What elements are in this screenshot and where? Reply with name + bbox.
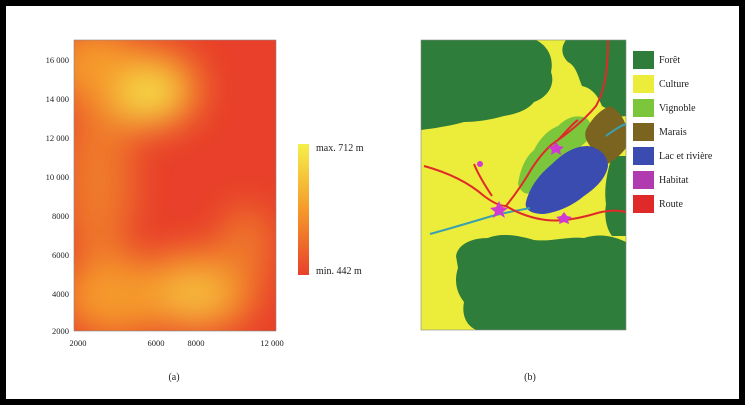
y-tick-label: 10 000	[46, 172, 69, 182]
legend-label: Culture	[659, 79, 690, 90]
y-axis-ticks: 16 000 14 000 12 000 10 000 8000 6000 40…	[46, 55, 69, 336]
lake	[525, 146, 608, 214]
legend-max-label: max. 712 m	[316, 143, 364, 154]
y-tick-label: 2000	[52, 326, 69, 336]
heatmap	[74, 40, 271, 331]
legend-swatch	[633, 99, 654, 117]
y-tick-label: 16 000	[46, 55, 69, 65]
legend-label: Forêt	[659, 55, 680, 66]
panel-a: 16 000 14 000 12 000 10 000 8000 6000 40…	[46, 39, 364, 383]
legend-label: Vignoble	[659, 103, 696, 114]
x-tick-label: 2000	[70, 338, 87, 348]
x-tick-label: 6000	[148, 338, 165, 348]
landuse-legend: Forêt Culture Vignoble Marais Lac et riv…	[633, 51, 713, 213]
forest-top-left	[421, 40, 553, 130]
caption-a: (a)	[168, 372, 179, 383]
legend-swatch	[633, 51, 654, 69]
river	[429, 207, 531, 235]
legend-swatch	[633, 75, 654, 93]
forest-top-right	[562, 40, 626, 117]
elevation-legend-bar	[298, 144, 309, 275]
legend-swatch	[633, 195, 654, 213]
river-upper	[605, 123, 627, 137]
roads	[423, 39, 627, 222]
legend-label: Marais	[659, 127, 687, 138]
forest-right-strip	[605, 156, 626, 236]
legend-label: Habitat	[659, 175, 689, 186]
forest-bottom	[456, 234, 626, 330]
figure-svg: 16 000 14 000 12 000 10 000 8000 6000 40…	[46, 39, 713, 383]
legend-swatch	[633, 123, 654, 141]
y-tick-label: 12 000	[46, 133, 69, 143]
x-tick-label: 8000	[188, 338, 205, 348]
legend-label: Lac et rivière	[659, 151, 713, 162]
legend-swatch	[633, 171, 654, 189]
x-tick-label: 12 000	[260, 338, 283, 348]
panel-b: Forêt Culture Vignoble Marais Lac et riv…	[420, 39, 713, 383]
x-axis-ticks: 2000 6000 8000 12 000	[70, 338, 284, 348]
legend-label: Route	[659, 199, 683, 210]
vineyard	[518, 116, 592, 194]
habitat-markers	[477, 142, 572, 224]
legend-min-label: min. 442 m	[316, 266, 362, 277]
y-tick-label: 14 000	[46, 94, 69, 104]
y-tick-label: 6000	[52, 250, 69, 260]
caption-b: (b)	[524, 372, 536, 383]
legend-swatch	[633, 147, 654, 165]
y-tick-label: 8000	[52, 211, 69, 221]
y-tick-label: 4000	[52, 289, 69, 299]
